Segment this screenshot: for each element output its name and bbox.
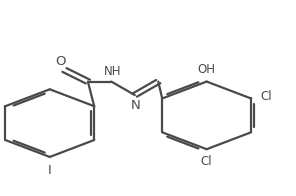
Text: Cl: Cl bbox=[260, 90, 272, 103]
Text: Cl: Cl bbox=[201, 155, 213, 168]
Text: O: O bbox=[56, 55, 66, 68]
Text: N: N bbox=[131, 99, 141, 112]
Text: NH: NH bbox=[104, 65, 121, 78]
Text: OH: OH bbox=[198, 63, 216, 76]
Text: I: I bbox=[48, 164, 52, 177]
